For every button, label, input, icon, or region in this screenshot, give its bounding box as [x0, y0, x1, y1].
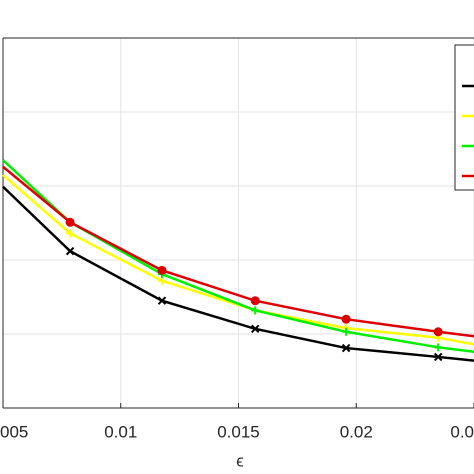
- x-axis-label: ϵ: [236, 451, 244, 470]
- marker: [65, 217, 75, 227]
- x-tick-label: 0.015: [217, 422, 260, 441]
- x-tick-label: 0.0: [450, 422, 474, 441]
- marker: [342, 327, 351, 336]
- marker: [433, 352, 443, 362]
- x-tick-label: 005: [0, 422, 28, 441]
- marker: [66, 229, 75, 238]
- x-tick-label: 0.01: [104, 422, 137, 441]
- marker: [65, 246, 75, 256]
- marker: [434, 343, 443, 352]
- legend: [454, 44, 474, 191]
- x-tick-label: 0.02: [340, 422, 373, 441]
- marker: [157, 296, 167, 305]
- marker: [157, 265, 167, 275]
- marker: [341, 314, 351, 324]
- legend-box: [454, 44, 474, 191]
- marker: [433, 327, 443, 337]
- marker: [251, 306, 260, 315]
- marker: [251, 324, 260, 334]
- marker: [341, 343, 351, 353]
- marker: [250, 296, 260, 306]
